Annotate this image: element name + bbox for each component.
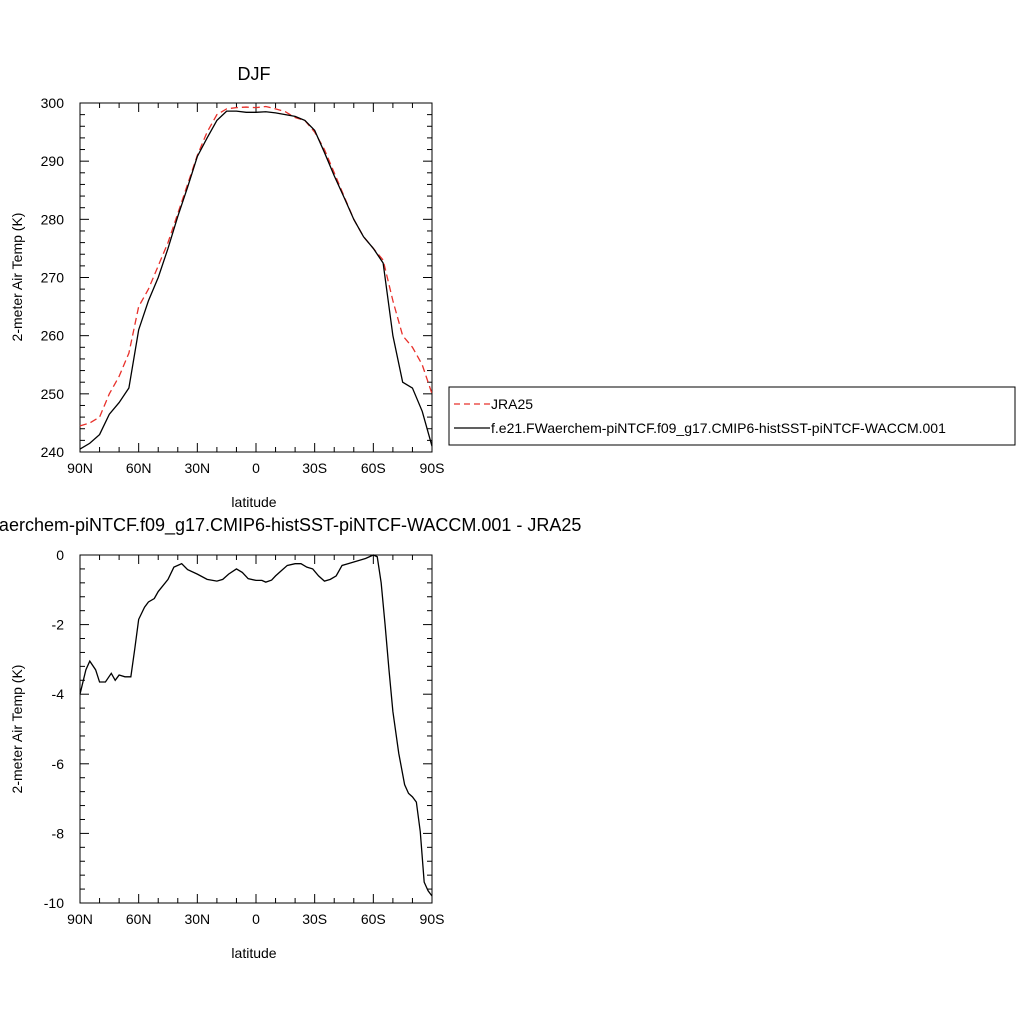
bottom-y-tick-label: -2	[52, 617, 65, 633]
bottom-series-line-difference	[79, 554, 433, 897]
top-x-tick-label: 90S	[420, 460, 445, 476]
legend-entry-jra25: JRA25	[491, 396, 533, 412]
legend: JRA25 f.e21.FWaerchem-piNTCF.f09_g17.CMI…	[448, 386, 1016, 446]
bottom-chart-title: f.e21.FWaerchem-piNTCF.f09_g17.CMIP6-his…	[0, 515, 581, 536]
top-y-tick-label: 250	[41, 386, 65, 402]
bottom-x-tick-label: 60N	[126, 911, 152, 927]
bottom-plot-frame	[79, 554, 433, 904]
top-x-tick-label: 30S	[302, 460, 327, 476]
bottom-y-tick-label: -4	[52, 686, 65, 702]
bottom-x-tick-label: 30S	[302, 911, 327, 927]
top-y-tick-label: 290	[41, 153, 65, 169]
top-x-tick-label: 60N	[126, 460, 152, 476]
top-y-tick-label: 260	[41, 328, 65, 344]
top-y-tick-label: 300	[41, 95, 65, 111]
bottom-axes: 90N 60N 30N 0 30S 60S 90S -10 -8 -6 -4 -2 0	[44, 547, 445, 927]
bottom-y-tick-label: -8	[52, 825, 65, 841]
bottom-x-tick-label: 90N	[67, 911, 93, 927]
bottom-x-tick-label: 30N	[184, 911, 210, 927]
bottom-y-tick-label: 0	[56, 547, 64, 563]
top-axes: 90N 60N 30N 0 30S 60S 90S 240 250 260 270 280 290 300	[41, 95, 445, 476]
top-series-group	[79, 105, 433, 450]
top-y-tick-label: 240	[41, 444, 65, 460]
top-y-axis-label: 2-meter Air Temp (K)	[9, 213, 25, 342]
top-chart-title: DJF	[238, 64, 271, 84]
bottom-x-axis-label: latitude	[231, 945, 276, 961]
top-y-tick-label: 280	[41, 211, 65, 227]
bottom-x-tick-label: 0	[252, 911, 260, 927]
legend-entry-model: f.e21.FWaerchem-piNTCF.f09_g17.CMIP6-his…	[491, 420, 946, 436]
top-panel: DJF 90N 60N 30N 0 30S 60S 90S 240 250 260 270 280 29…	[9, 64, 444, 510]
top-y-tick-label: 270	[41, 270, 65, 286]
top-x-tick-label: 60S	[361, 460, 386, 476]
bottom-panel: f.e21.FWaerchem-piNTCF.f09_g17.CMIP6-his…	[0, 515, 581, 961]
top-x-tick-label: 90N	[67, 460, 93, 476]
bottom-series-group	[79, 554, 433, 897]
bottom-x-tick-label: 60S	[361, 911, 386, 927]
top-x-axis-label: latitude	[231, 494, 276, 510]
legend-box	[448, 386, 1016, 446]
top-series-line-jra25	[79, 105, 433, 427]
top-x-tick-label: 0	[252, 460, 260, 476]
top-plot-frame	[79, 102, 433, 453]
top-x-tick-label: 30N	[184, 460, 210, 476]
top-series-line-model	[79, 110, 433, 450]
bottom-y-tick-label: -6	[52, 756, 65, 772]
bottom-y-axis-label: 2-meter Air Temp (K)	[9, 665, 25, 794]
bottom-x-tick-label: 90S	[420, 911, 445, 927]
bottom-y-tick-label: -10	[44, 895, 64, 911]
